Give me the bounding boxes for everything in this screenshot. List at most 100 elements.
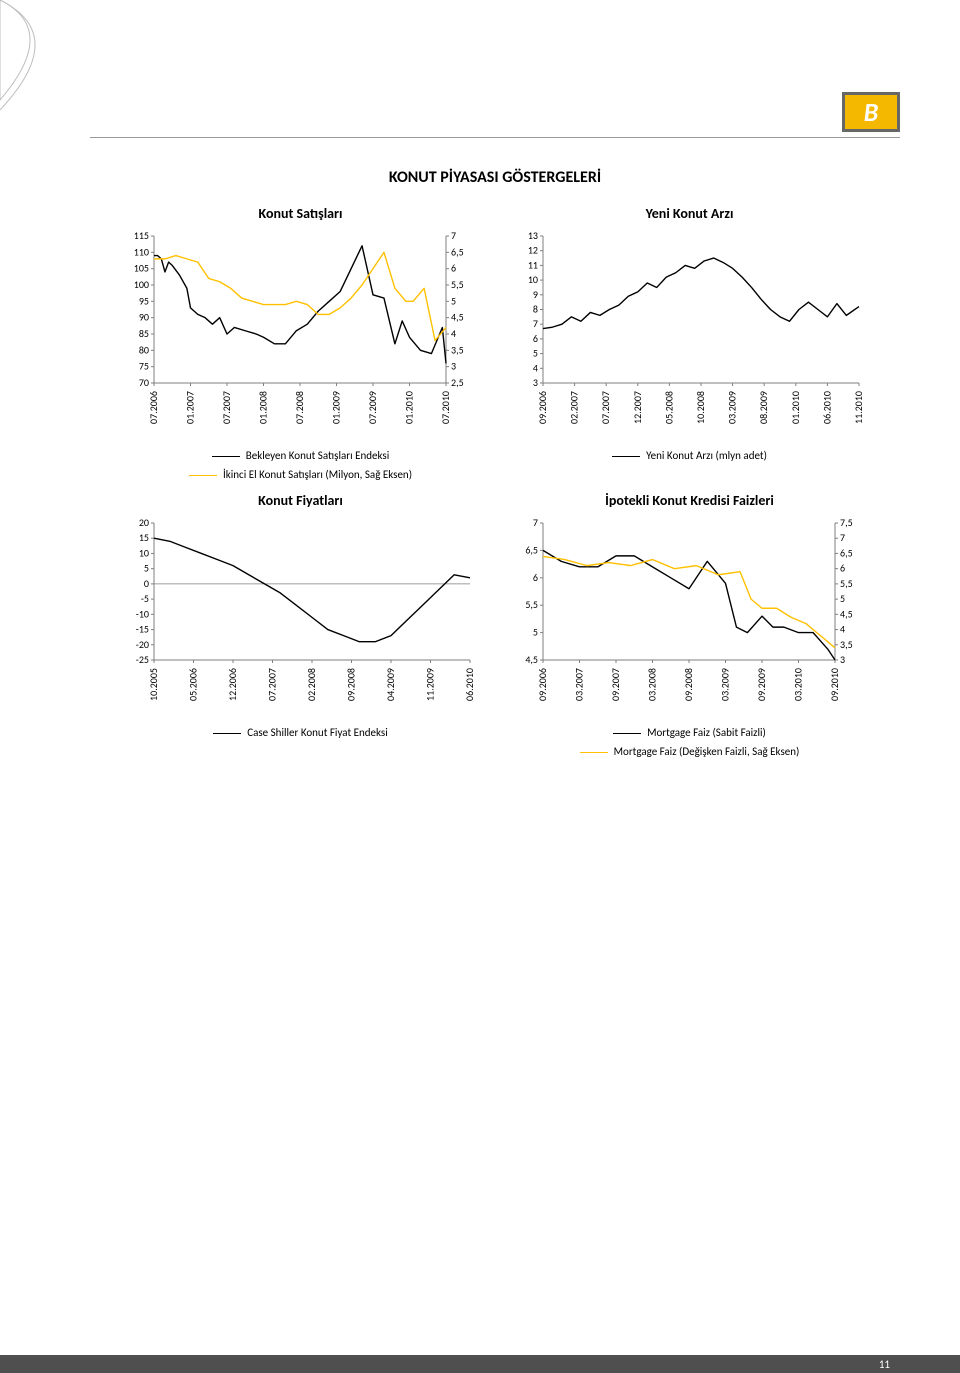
svg-text:01.2009: 01.2009: [330, 391, 343, 424]
svg-text:01.2010: 01.2010: [403, 391, 416, 424]
svg-text:07.2010: 07.2010: [439, 391, 452, 424]
svg-text:11.2010: 11.2010: [852, 391, 865, 424]
svg-text:09.2006: 09.2006: [536, 668, 549, 701]
svg-text:3,5: 3,5: [840, 638, 853, 651]
svg-text:3,5: 3,5: [451, 343, 464, 356]
row-1: Konut Satışları 707580859095100105110115…: [120, 205, 870, 484]
svg-text:09.2010: 09.2010: [828, 668, 841, 701]
svg-text:6: 6: [533, 571, 538, 584]
svg-text:7: 7: [533, 317, 538, 330]
chartA-title: Konut Satışları: [120, 205, 481, 222]
svg-text:09.2007: 09.2007: [609, 668, 622, 701]
svg-text:9: 9: [533, 288, 538, 301]
svg-text:6,5: 6,5: [451, 245, 464, 258]
chartD-legend: Mortgage Faiz (Sabit Faizli) Mortgage Fa…: [509, 724, 870, 761]
chartB: 34567891011121309.200602.200707.200712.2…: [509, 228, 870, 443]
panel-konut-fiyatlari: Konut Fiyatları -25-20-15-10-50510152010…: [120, 492, 481, 761]
panel-konut-satislari: Konut Satışları 707580859095100105110115…: [120, 205, 481, 484]
svg-text:7: 7: [840, 532, 845, 545]
svg-text:4,5: 4,5: [451, 311, 464, 324]
svg-text:09.2009: 09.2009: [755, 668, 768, 701]
svg-text:105: 105: [134, 262, 149, 275]
svg-text:07.2007: 07.2007: [266, 668, 279, 701]
svg-text:6,5: 6,5: [525, 544, 538, 557]
svg-text:8: 8: [533, 303, 538, 316]
footer-bar: 11: [0, 1355, 960, 1373]
svg-text:80: 80: [139, 343, 149, 356]
chartB-legend: Yeni Konut Arzı (mlyn adet): [509, 447, 870, 466]
svg-text:13: 13: [528, 229, 538, 242]
svg-text:12.2007: 12.2007: [631, 391, 644, 424]
svg-text:10: 10: [139, 547, 149, 560]
svg-text:6,5: 6,5: [840, 547, 853, 560]
svg-text:05.2006: 05.2006: [187, 668, 200, 701]
svg-text:11.2009: 11.2009: [424, 668, 437, 701]
svg-text:06.2010: 06.2010: [820, 391, 833, 424]
svg-text:10.2005: 10.2005: [147, 668, 160, 701]
svg-text:6: 6: [533, 332, 538, 345]
svg-text:12.2006: 12.2006: [226, 668, 239, 701]
chartC-legend: Case Shiller Konut Fiyat Endeksi: [120, 724, 481, 743]
chartD: 4,555,566,5733,544,555,566,577,509.20060…: [509, 515, 870, 720]
svg-text:7,5: 7,5: [840, 516, 853, 529]
svg-text:15: 15: [139, 532, 149, 545]
svg-text:3: 3: [840, 653, 845, 666]
svg-text:05.2008: 05.2008: [662, 391, 675, 424]
svg-text:5: 5: [533, 626, 538, 639]
svg-text:09.2008: 09.2008: [682, 668, 695, 701]
svg-text:-10: -10: [136, 608, 149, 621]
vb-logo-icon: B: [842, 92, 900, 132]
svg-text:04.2009: 04.2009: [384, 668, 397, 701]
svg-text:7: 7: [451, 229, 456, 242]
svg-text:4: 4: [533, 361, 538, 374]
svg-text:11: 11: [528, 258, 538, 271]
svg-text:4,5: 4,5: [840, 608, 853, 621]
svg-text:02.2007: 02.2007: [568, 391, 581, 424]
svg-text:-5: -5: [141, 592, 149, 605]
panel-ipotekli-konut-kredisi: İpotekli Konut Kredisi Faizleri 4,5 5 5,5 6…: [509, 492, 870, 761]
svg-text:07.2006: 07.2006: [147, 391, 160, 424]
svg-text:01.2007: 01.2007: [184, 391, 197, 424]
header-swoosh-icon: [0, 0, 140, 120]
chartC-title: Konut Fiyatları: [120, 492, 481, 509]
svg-text:115: 115: [134, 229, 149, 242]
svg-text:5: 5: [451, 294, 456, 307]
chartC: -25-20-15-10-50510152010.200505.200612.2…: [120, 515, 481, 720]
svg-text:5,5: 5,5: [525, 599, 538, 612]
svg-text:07.2008: 07.2008: [293, 391, 306, 424]
svg-text:03.2010: 03.2010: [792, 668, 805, 701]
svg-text:10: 10: [528, 273, 538, 286]
svg-text:5: 5: [533, 347, 538, 360]
svg-text:2,5: 2,5: [451, 376, 464, 389]
svg-text:110: 110: [134, 245, 149, 258]
svg-text:6: 6: [451, 262, 456, 275]
svg-text:0: 0: [144, 577, 149, 590]
svg-text:07.2009: 07.2009: [366, 391, 379, 424]
svg-text:3: 3: [451, 360, 456, 373]
svg-text:5: 5: [840, 592, 845, 605]
svg-text:5,5: 5,5: [840, 577, 853, 590]
svg-text:4,5: 4,5: [525, 653, 538, 666]
svg-text:70: 70: [139, 376, 149, 389]
svg-text:01.2010: 01.2010: [789, 391, 802, 424]
svg-text:09.2006: 09.2006: [536, 391, 549, 424]
svg-text:03.2007: 03.2007: [573, 668, 586, 701]
svg-text:08.2009: 08.2009: [757, 391, 770, 424]
svg-text:10.2008: 10.2008: [694, 391, 707, 424]
chartD-title: İpotekli Konut Kredisi Faizleri: [509, 492, 870, 509]
svg-text:03.2009: 03.2009: [726, 391, 739, 424]
svg-text:20: 20: [139, 516, 149, 529]
svg-text:02.2008: 02.2008: [305, 668, 318, 701]
svg-text:07.2007: 07.2007: [599, 391, 612, 424]
svg-text:4: 4: [840, 623, 845, 636]
svg-text:-25: -25: [136, 653, 149, 666]
svg-text:100: 100: [134, 278, 149, 291]
header-divider: [90, 137, 900, 138]
svg-text:75: 75: [139, 360, 149, 373]
page-number: 11: [879, 1358, 890, 1371]
svg-text:4: 4: [451, 327, 456, 340]
svg-text:-15: -15: [136, 623, 149, 636]
svg-text:03.2009: 03.2009: [719, 668, 732, 701]
svg-text:3: 3: [533, 376, 538, 389]
svg-text:85: 85: [139, 327, 149, 340]
